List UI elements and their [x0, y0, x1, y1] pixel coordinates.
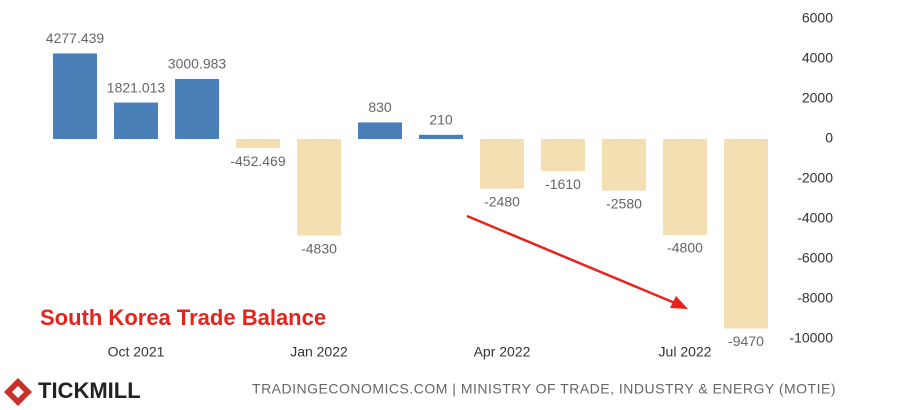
brand-name: TICKMILL	[38, 378, 141, 403]
value-label: -2580	[606, 195, 642, 211]
y-tick-label: -2000	[797, 170, 833, 186]
value-label: -1610	[545, 176, 581, 192]
bar	[419, 134, 463, 139]
x-tick-label: Apr 2022	[474, 344, 531, 360]
y-tick-label: -10000	[789, 330, 833, 346]
value-label: 210	[429, 112, 453, 128]
bar	[175, 78, 219, 139]
value-label: 4277.439	[46, 30, 105, 46]
value-label: 3000.983	[168, 56, 227, 72]
y-tick-label: 4000	[802, 50, 833, 66]
bar	[480, 139, 524, 189]
y-tick-label: -4000	[797, 210, 833, 226]
trend-arrow	[466, 214, 683, 308]
value-label: -2480	[484, 193, 520, 209]
value-label: -4830	[301, 240, 337, 256]
bar	[114, 102, 158, 139]
bar	[53, 53, 97, 140]
value-label: -9470	[728, 333, 764, 349]
value-label: 1821.013	[107, 79, 166, 95]
arrow-head	[670, 296, 688, 309]
x-tick-label: Jan 2022	[290, 344, 348, 360]
x-tick-label: Oct 2021	[108, 344, 165, 360]
bar	[724, 139, 768, 329]
bar	[663, 139, 707, 235]
logo-icon-inner	[12, 386, 24, 398]
value-label: -452.469	[230, 153, 285, 169]
bar	[602, 139, 646, 191]
y-tick-label: 6000	[802, 10, 833, 26]
value-label: -4800	[667, 240, 703, 256]
bar	[541, 139, 585, 172]
bar	[358, 122, 402, 139]
bar	[236, 139, 280, 149]
brand-logo: TICKMILL	[4, 378, 141, 406]
y-tick-label: 2000	[802, 90, 833, 106]
x-tick-label: Jul 2022	[659, 344, 712, 360]
y-tick-label: -6000	[797, 250, 833, 266]
bar	[297, 139, 341, 236]
source: TRADINGECONOMICS.COM | MINISTRY OF TRADE…	[252, 381, 836, 397]
y-tick-label: 0	[825, 130, 833, 146]
y-tick-label: -8000	[797, 290, 833, 306]
value-label: 830	[368, 99, 392, 115]
chart-title: South Korea Trade Balance	[40, 305, 326, 330]
